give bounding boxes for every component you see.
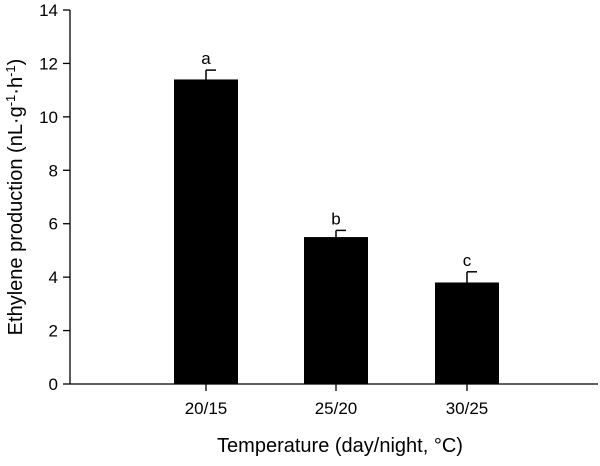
x-axis-title: Temperature (day/night, °C)	[217, 435, 463, 457]
y-tick-label: 10	[39, 108, 58, 127]
x-tick-label: 25/20	[315, 399, 358, 418]
x-tick-label: 30/25	[446, 399, 489, 418]
y-axis-title: Ethylene production (nL·g-1·h-1)	[3, 59, 28, 336]
y-axis-title-sup1: -1	[3, 95, 18, 107]
significance-label: a	[201, 49, 211, 68]
y-axis: 0 2 4 6 8 10 12 14	[39, 1, 71, 394]
bar	[304, 237, 368, 384]
y-tick-label: 12	[39, 54, 58, 73]
bar	[435, 282, 499, 384]
significance-label: c	[463, 251, 472, 270]
bars-group	[174, 79, 499, 384]
y-tick-label: 4	[49, 268, 58, 287]
y-axis-title-prefix: Ethylene production (nL·g	[5, 106, 27, 335]
y-tick-label: 2	[49, 322, 58, 341]
error-bars-group	[205, 69, 477, 283]
y-tick-label: 8	[49, 161, 58, 180]
bar	[174, 79, 238, 384]
x-tick-label: 20/15	[185, 399, 228, 418]
y-axis-title-suffix: )	[5, 59, 27, 66]
x-axis: 20/15 25/20 30/25	[70, 383, 598, 418]
y-tick-label: 14	[39, 1, 58, 20]
significance-labels-group: a b c	[201, 49, 471, 270]
y-axis-title-mid: ·h	[5, 77, 27, 95]
y-axis-title-sup2: -1	[3, 65, 18, 77]
y-tick-label: 6	[49, 215, 58, 234]
y-tick-label: 0	[49, 375, 58, 394]
significance-label: b	[331, 209, 340, 228]
